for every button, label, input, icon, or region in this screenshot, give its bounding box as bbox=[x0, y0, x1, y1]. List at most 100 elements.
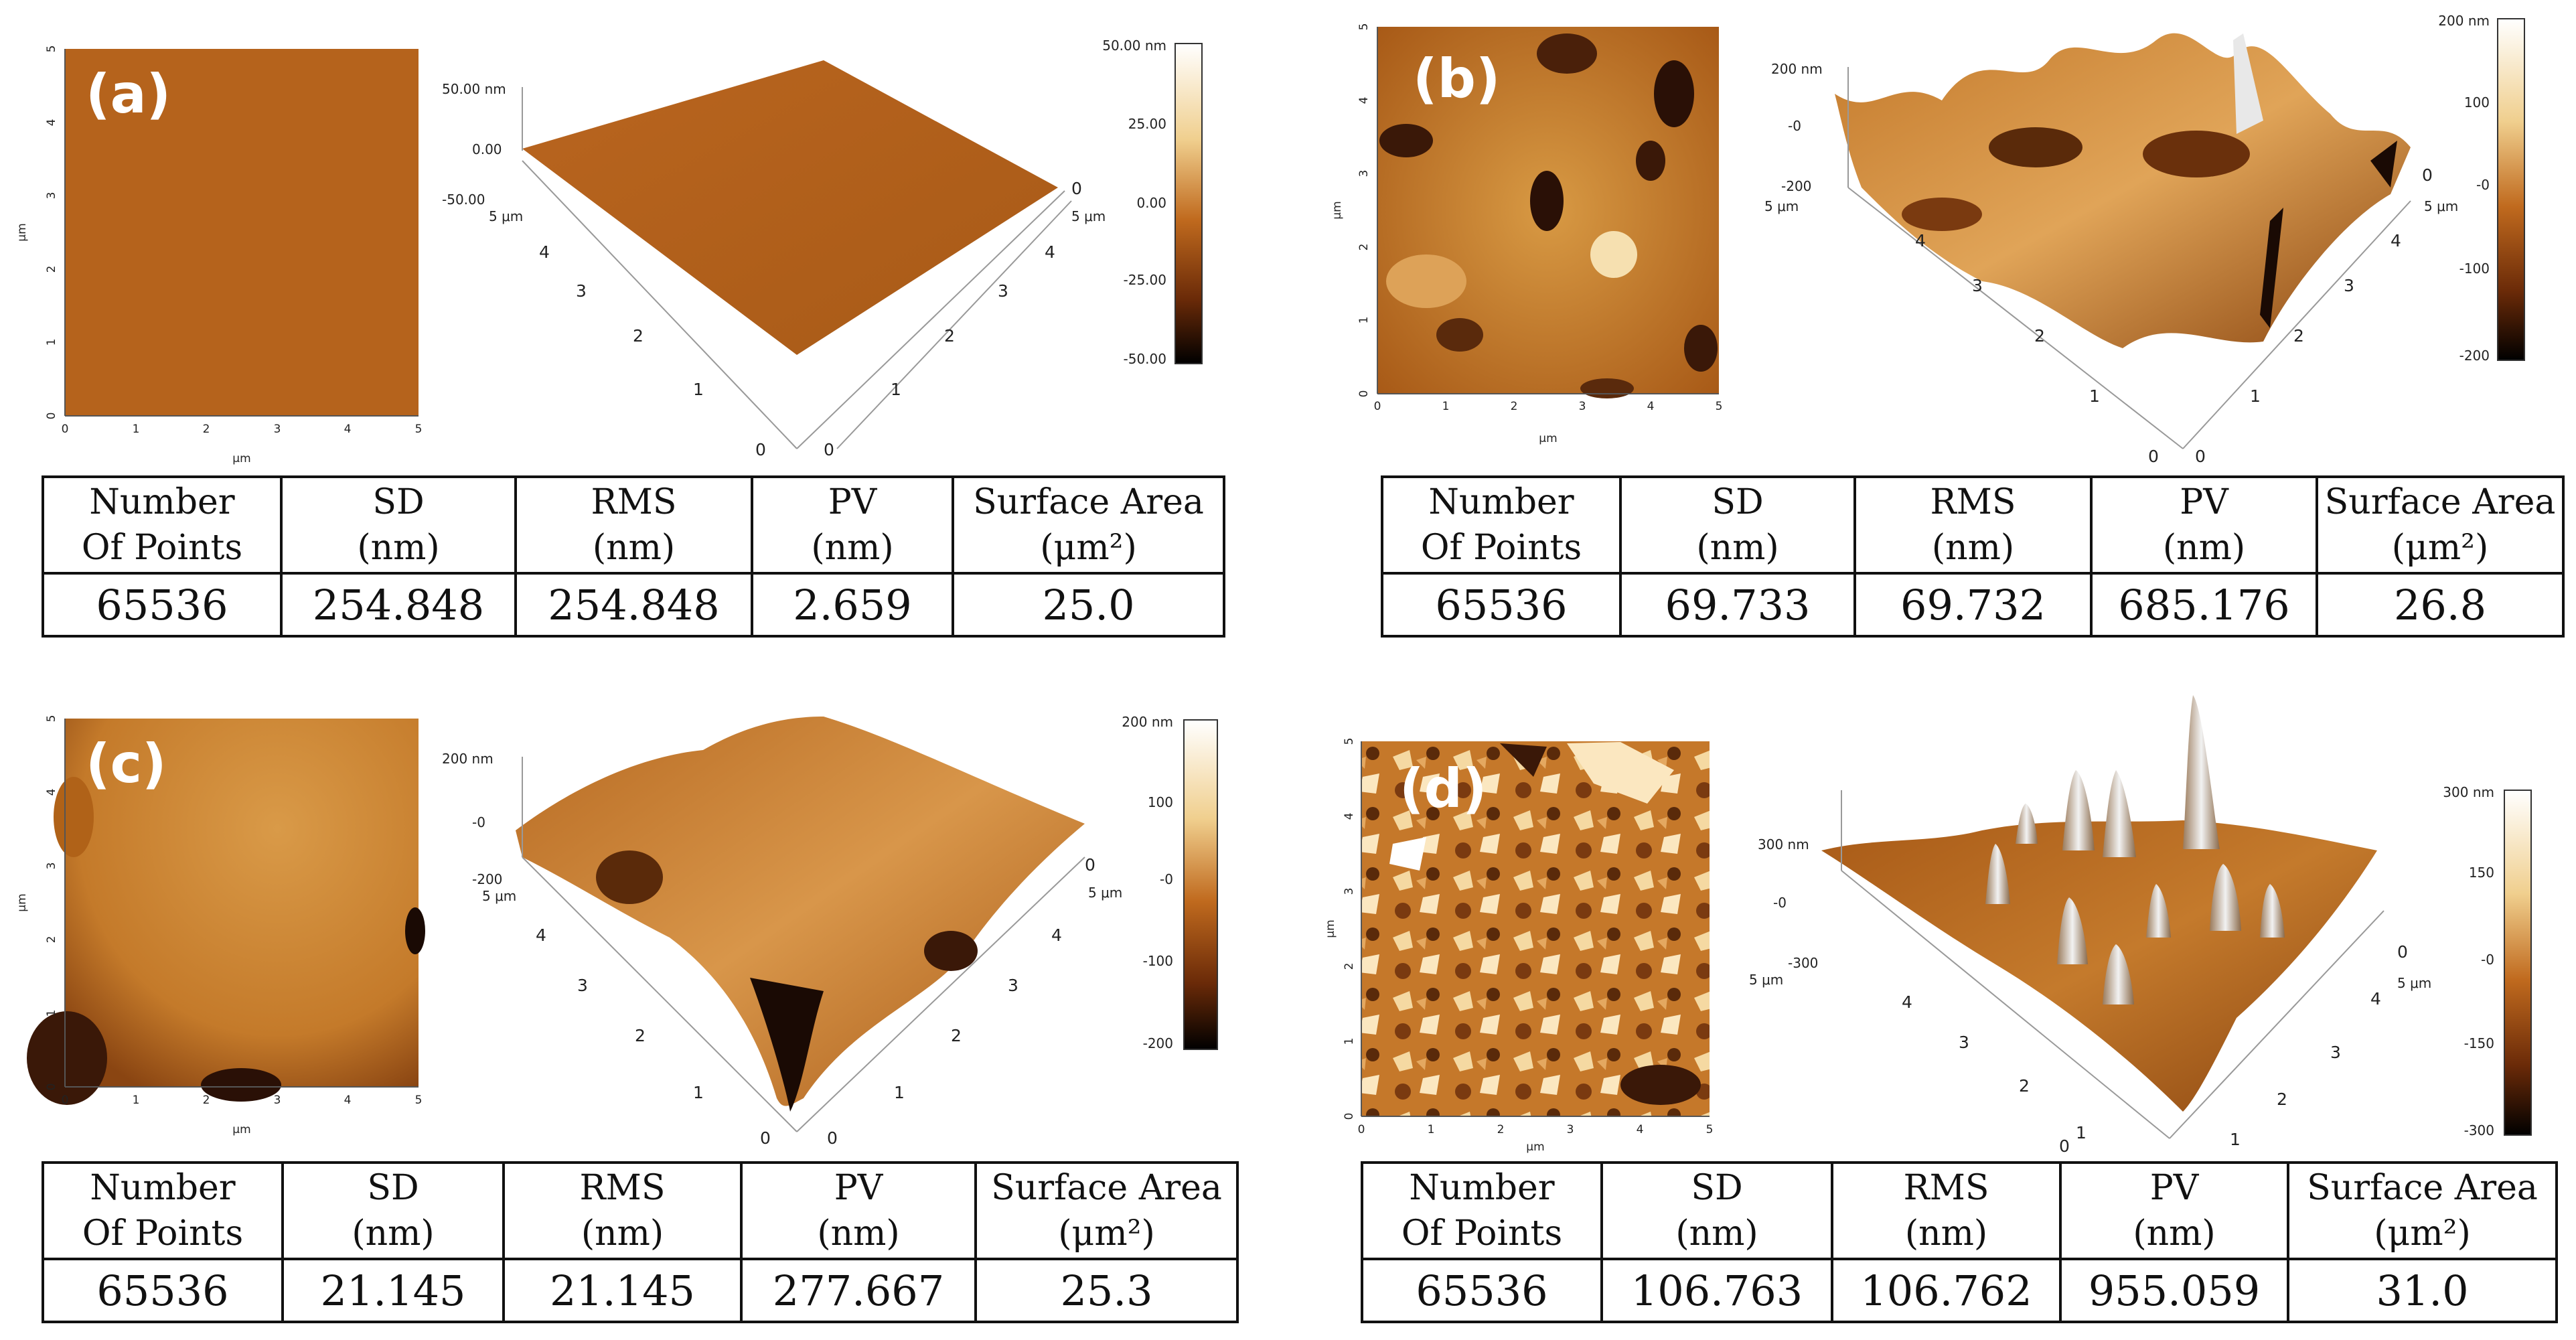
axis-tick: 2 bbox=[2019, 1076, 2030, 1096]
surface-peak bbox=[2210, 864, 2241, 931]
x-tick: 5 bbox=[415, 423, 423, 436]
y-axis-unit: μm bbox=[1324, 919, 1337, 938]
panel-a: 0 1 2 3 4 5 μm 0 1 2 3 4 5 μm (a) bbox=[0, 0, 1272, 643]
axis-tick: 3 bbox=[2330, 1043, 2341, 1062]
z-tick: 200 nm bbox=[442, 751, 494, 767]
surface-3d-a-plane bbox=[522, 60, 1058, 355]
axis-tick: 1 bbox=[894, 1083, 905, 1102]
table-header-row: Number Of Points SD (nm) RMS (nm) PV (nm) Su… bbox=[42, 475, 1225, 575]
x-axis-unit: μm bbox=[1526, 1140, 1544, 1154]
axis-end-label: 5 μm bbox=[2397, 975, 2431, 991]
cell-sd: 254.848 bbox=[280, 572, 517, 638]
colorbar-tick: -0 bbox=[1160, 871, 1173, 887]
axis-tick: 1 bbox=[891, 380, 901, 399]
axis-tick: 2 bbox=[2293, 326, 2304, 346]
cell-area: 25.3 bbox=[974, 1258, 1239, 1323]
cell-rms: 106.762 bbox=[1831, 1258, 2062, 1323]
z-tick: -200 bbox=[1781, 178, 1811, 194]
colorbar-tick: -150 bbox=[2464, 1035, 2494, 1051]
col-header: Number Of Points bbox=[1381, 475, 1622, 575]
colorbar-tick: 150 bbox=[2469, 865, 2494, 881]
axis-origin: 0 bbox=[827, 1128, 838, 1148]
surface-pit bbox=[924, 931, 978, 971]
y-tick: 2 bbox=[45, 266, 58, 273]
z-tick: 300 nm bbox=[1758, 836, 1809, 852]
axis-tick: 0 bbox=[2422, 165, 2433, 185]
y-tick: 3 bbox=[1343, 888, 1356, 895]
afm-images-a: 0 1 2 3 4 5 μm 0 1 2 3 4 5 μm (a) bbox=[15, 38, 1203, 465]
panel-b: 0 1 2 3 4 5 μm 0 1 2 3 4 5 μm (b) 200 nm bbox=[1326, 0, 2576, 643]
x-tick: 5 bbox=[1716, 400, 1723, 413]
axis-tick: 0 bbox=[2397, 942, 2408, 962]
surface-3d-c: 200 nm -0 -200 5 μm 5 μm 0 1 2 3 4 1 2 3… bbox=[442, 717, 1122, 1148]
surface-3d-b: 200 nm -0 -200 5 μm 5 μm 0 1 2 3 4 1 2 3… bbox=[1764, 33, 2458, 466]
cell-sd: 106.763 bbox=[1600, 1258, 1833, 1323]
x-axis-unit: μm bbox=[1539, 432, 1557, 445]
y-tick: 4 bbox=[1357, 97, 1371, 104]
y-tick: 3 bbox=[45, 192, 58, 200]
axis-tick: 0 bbox=[1085, 855, 1095, 875]
x-tick: 2 bbox=[1511, 400, 1518, 413]
col-header: RMS (nm) bbox=[1853, 475, 2093, 575]
height-map-b-features bbox=[1379, 33, 1718, 398]
axis-origin: 0 bbox=[2059, 1136, 2070, 1156]
panel-c: 0 1 2 3 4 5 μm 0 1 2 3 4 5 μm (c) 200 nm… bbox=[0, 683, 1272, 1340]
col-header: SD (nm) bbox=[280, 475, 517, 575]
axis-tick: 3 bbox=[998, 281, 1008, 301]
y-tick: 5 bbox=[45, 46, 58, 53]
cell-rms: 254.848 bbox=[514, 572, 753, 638]
stats-table-c: Number Of Points SD (nm) RMS (nm) PV (nm) Su… bbox=[42, 1161, 1239, 1323]
cell-points: 65536 bbox=[42, 572, 283, 638]
y-tick: 4 bbox=[45, 789, 58, 796]
axis-tick: 4 bbox=[1051, 925, 1062, 945]
y-tick: 5 bbox=[1343, 738, 1356, 745]
x-tick: 3 bbox=[274, 1094, 281, 1107]
colorbar-b bbox=[2497, 18, 2525, 361]
col-header: RMS (nm) bbox=[514, 475, 753, 575]
x-tick: 2 bbox=[203, 1094, 210, 1107]
colorbar-tick: -200 bbox=[2459, 348, 2490, 364]
cell-sd: 69.733 bbox=[1619, 572, 1856, 638]
x-axis-unit: μm bbox=[232, 452, 250, 465]
panel-label-b: (b) bbox=[1413, 48, 1500, 110]
col-header: Surface Area (μm²) bbox=[952, 475, 1225, 575]
y-tick: 4 bbox=[1343, 813, 1356, 820]
colorbar-tick: 300 nm bbox=[2443, 784, 2494, 800]
surface-pit bbox=[1902, 198, 1982, 231]
colorbar-tick: -25.00 bbox=[1124, 272, 1166, 288]
cell-pv: 277.667 bbox=[740, 1258, 977, 1323]
x-tick: 4 bbox=[1647, 400, 1655, 413]
x-tick: 5 bbox=[415, 1094, 423, 1107]
col-header: Surface Area (μm²) bbox=[2316, 475, 2565, 575]
axis-tick: 0 bbox=[1071, 179, 1082, 198]
cell-points: 65536 bbox=[42, 1258, 284, 1323]
height-map-a-yticks: 0 1 2 3 4 5 μm bbox=[15, 46, 58, 420]
surface-3d-d: 300 nm -0 -300 5 μm 5 μm 0 1 2 3 4 1 2 3… bbox=[1749, 695, 2431, 1156]
axis-end-label: 5 μm bbox=[1764, 198, 1799, 214]
axis-end-label: 5 μm bbox=[1749, 972, 1783, 988]
y-axis-unit: μm bbox=[1331, 201, 1344, 219]
axis-tick: 1 bbox=[2230, 1130, 2241, 1149]
x-tick: 0 bbox=[1374, 400, 1381, 413]
x-tick: 1 bbox=[133, 423, 140, 436]
colorbar-tick: -300 bbox=[2464, 1122, 2494, 1138]
z-tick: -0 bbox=[472, 814, 485, 830]
surface-peak bbox=[2183, 695, 2220, 849]
cell-rms: 69.732 bbox=[1853, 572, 2093, 638]
afm-images-c: 0 1 2 3 4 5 μm 0 1 2 3 4 5 μm (c) 200 nm… bbox=[15, 714, 1218, 1148]
axis-tick: 4 bbox=[2370, 989, 2381, 1009]
axis-origin: 0 bbox=[2148, 447, 2159, 466]
x-tick: 3 bbox=[1567, 1123, 1574, 1136]
axis-tick: 3 bbox=[1972, 276, 1983, 295]
axis-tick: 1 bbox=[693, 380, 704, 399]
x-tick: 2 bbox=[203, 423, 210, 436]
y-axis-unit: μm bbox=[15, 223, 29, 241]
table-row: 65536 21.145 21.145 277.667 25.3 bbox=[42, 1258, 1239, 1323]
afm-images-b: 0 1 2 3 4 5 μm 0 1 2 3 4 5 μm (b) 200 nm bbox=[1331, 13, 2525, 466]
x-tick: 3 bbox=[274, 423, 281, 436]
height-map-a bbox=[65, 49, 419, 416]
axis-tick: 1 bbox=[2250, 386, 2261, 406]
surface-3d-c-shape bbox=[516, 717, 1085, 1106]
x-tick: 4 bbox=[1637, 1123, 1644, 1136]
x-axis-unit: μm bbox=[232, 1123, 250, 1136]
